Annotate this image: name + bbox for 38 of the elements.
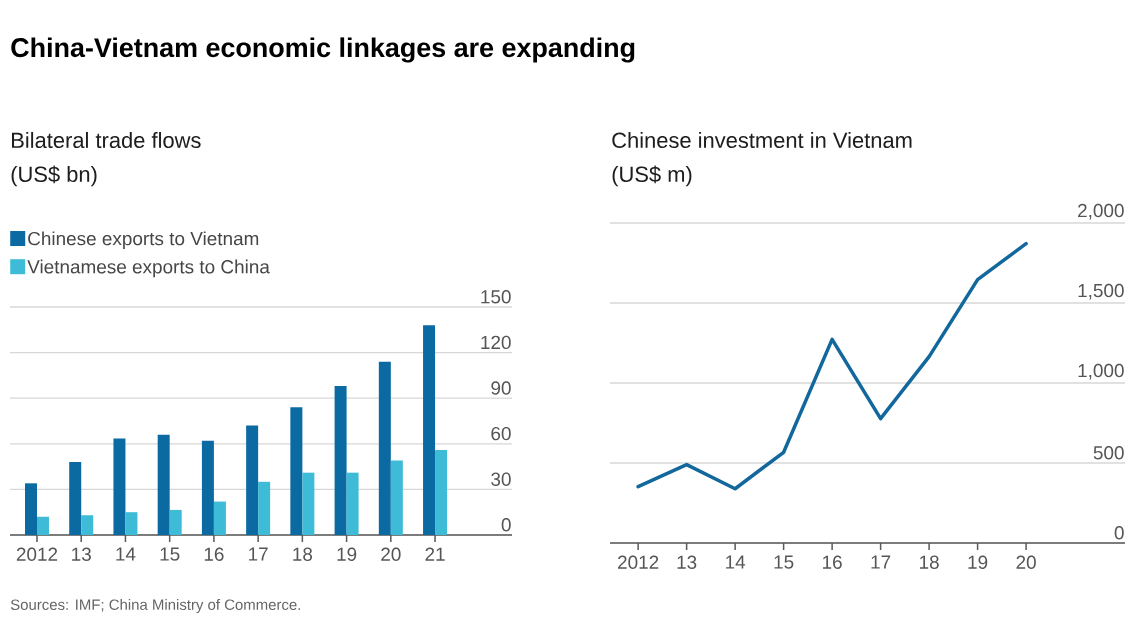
x-tick-label: 17 <box>249 547 268 561</box>
y-tick-label: 1,500 <box>1078 283 1124 300</box>
chart-title: Chinese investment in Vietnam <box>612 131 912 149</box>
x-tick-label: 14 <box>726 555 746 569</box>
x-tick-label: 21 <box>425 547 445 561</box>
x-tick-label: 20 <box>1016 555 1036 569</box>
x-tick-label: 13 <box>72 547 91 561</box>
x-tick-label: 18 <box>293 547 313 561</box>
y-tick-label: 2,000 <box>1078 203 1124 220</box>
x-tick-label: 18 <box>920 555 939 569</box>
x-tick-label: 14 <box>116 547 136 561</box>
y-tick-label: 0 <box>1114 526 1124 540</box>
x-tick-label: 17 <box>871 555 891 569</box>
x-tick-label: 16 <box>204 547 224 561</box>
y-tick-label: 1,000 <box>1078 363 1124 380</box>
legend-label: Chinese exports to Vietnam <box>28 231 259 250</box>
y-axis-title: (US$ bn) <box>11 165 97 187</box>
x-tick-label: 19 <box>968 555 988 569</box>
y-tick-label: 30 <box>491 472 511 486</box>
chart-title: China-Vietnam economic linkages are expanding <box>11 37 635 63</box>
y-tick-label: 150 <box>481 290 511 304</box>
x-tick-label: 20 <box>381 547 401 561</box>
x-tick-label: 15 <box>160 547 180 561</box>
y-tick-label: 90 <box>491 381 511 395</box>
legend-label: Vietnamese exports to China <box>27 259 270 278</box>
x-tick-label: 16 <box>823 555 842 569</box>
y-tick-label: 60 <box>491 426 511 441</box>
x-tick-label: 2012 <box>16 547 58 561</box>
source-note: Sources: IMF; China Ministry of Commerce. <box>10 599 300 613</box>
y-tick-label: 0 <box>501 518 511 532</box>
y-tick-label: 500 <box>1093 446 1124 460</box>
x-tick-label: 13 <box>677 555 697 569</box>
y-tick-label: 120 <box>481 335 511 350</box>
x-tick-label: 15 <box>774 555 794 569</box>
chart-subtitle: Bilateral trade flows <box>12 131 201 149</box>
y-axis-title: (US$ m) <box>612 165 692 187</box>
x-tick-label: 2012 <box>618 555 659 569</box>
x-tick-label: 19 <box>337 547 357 561</box>
